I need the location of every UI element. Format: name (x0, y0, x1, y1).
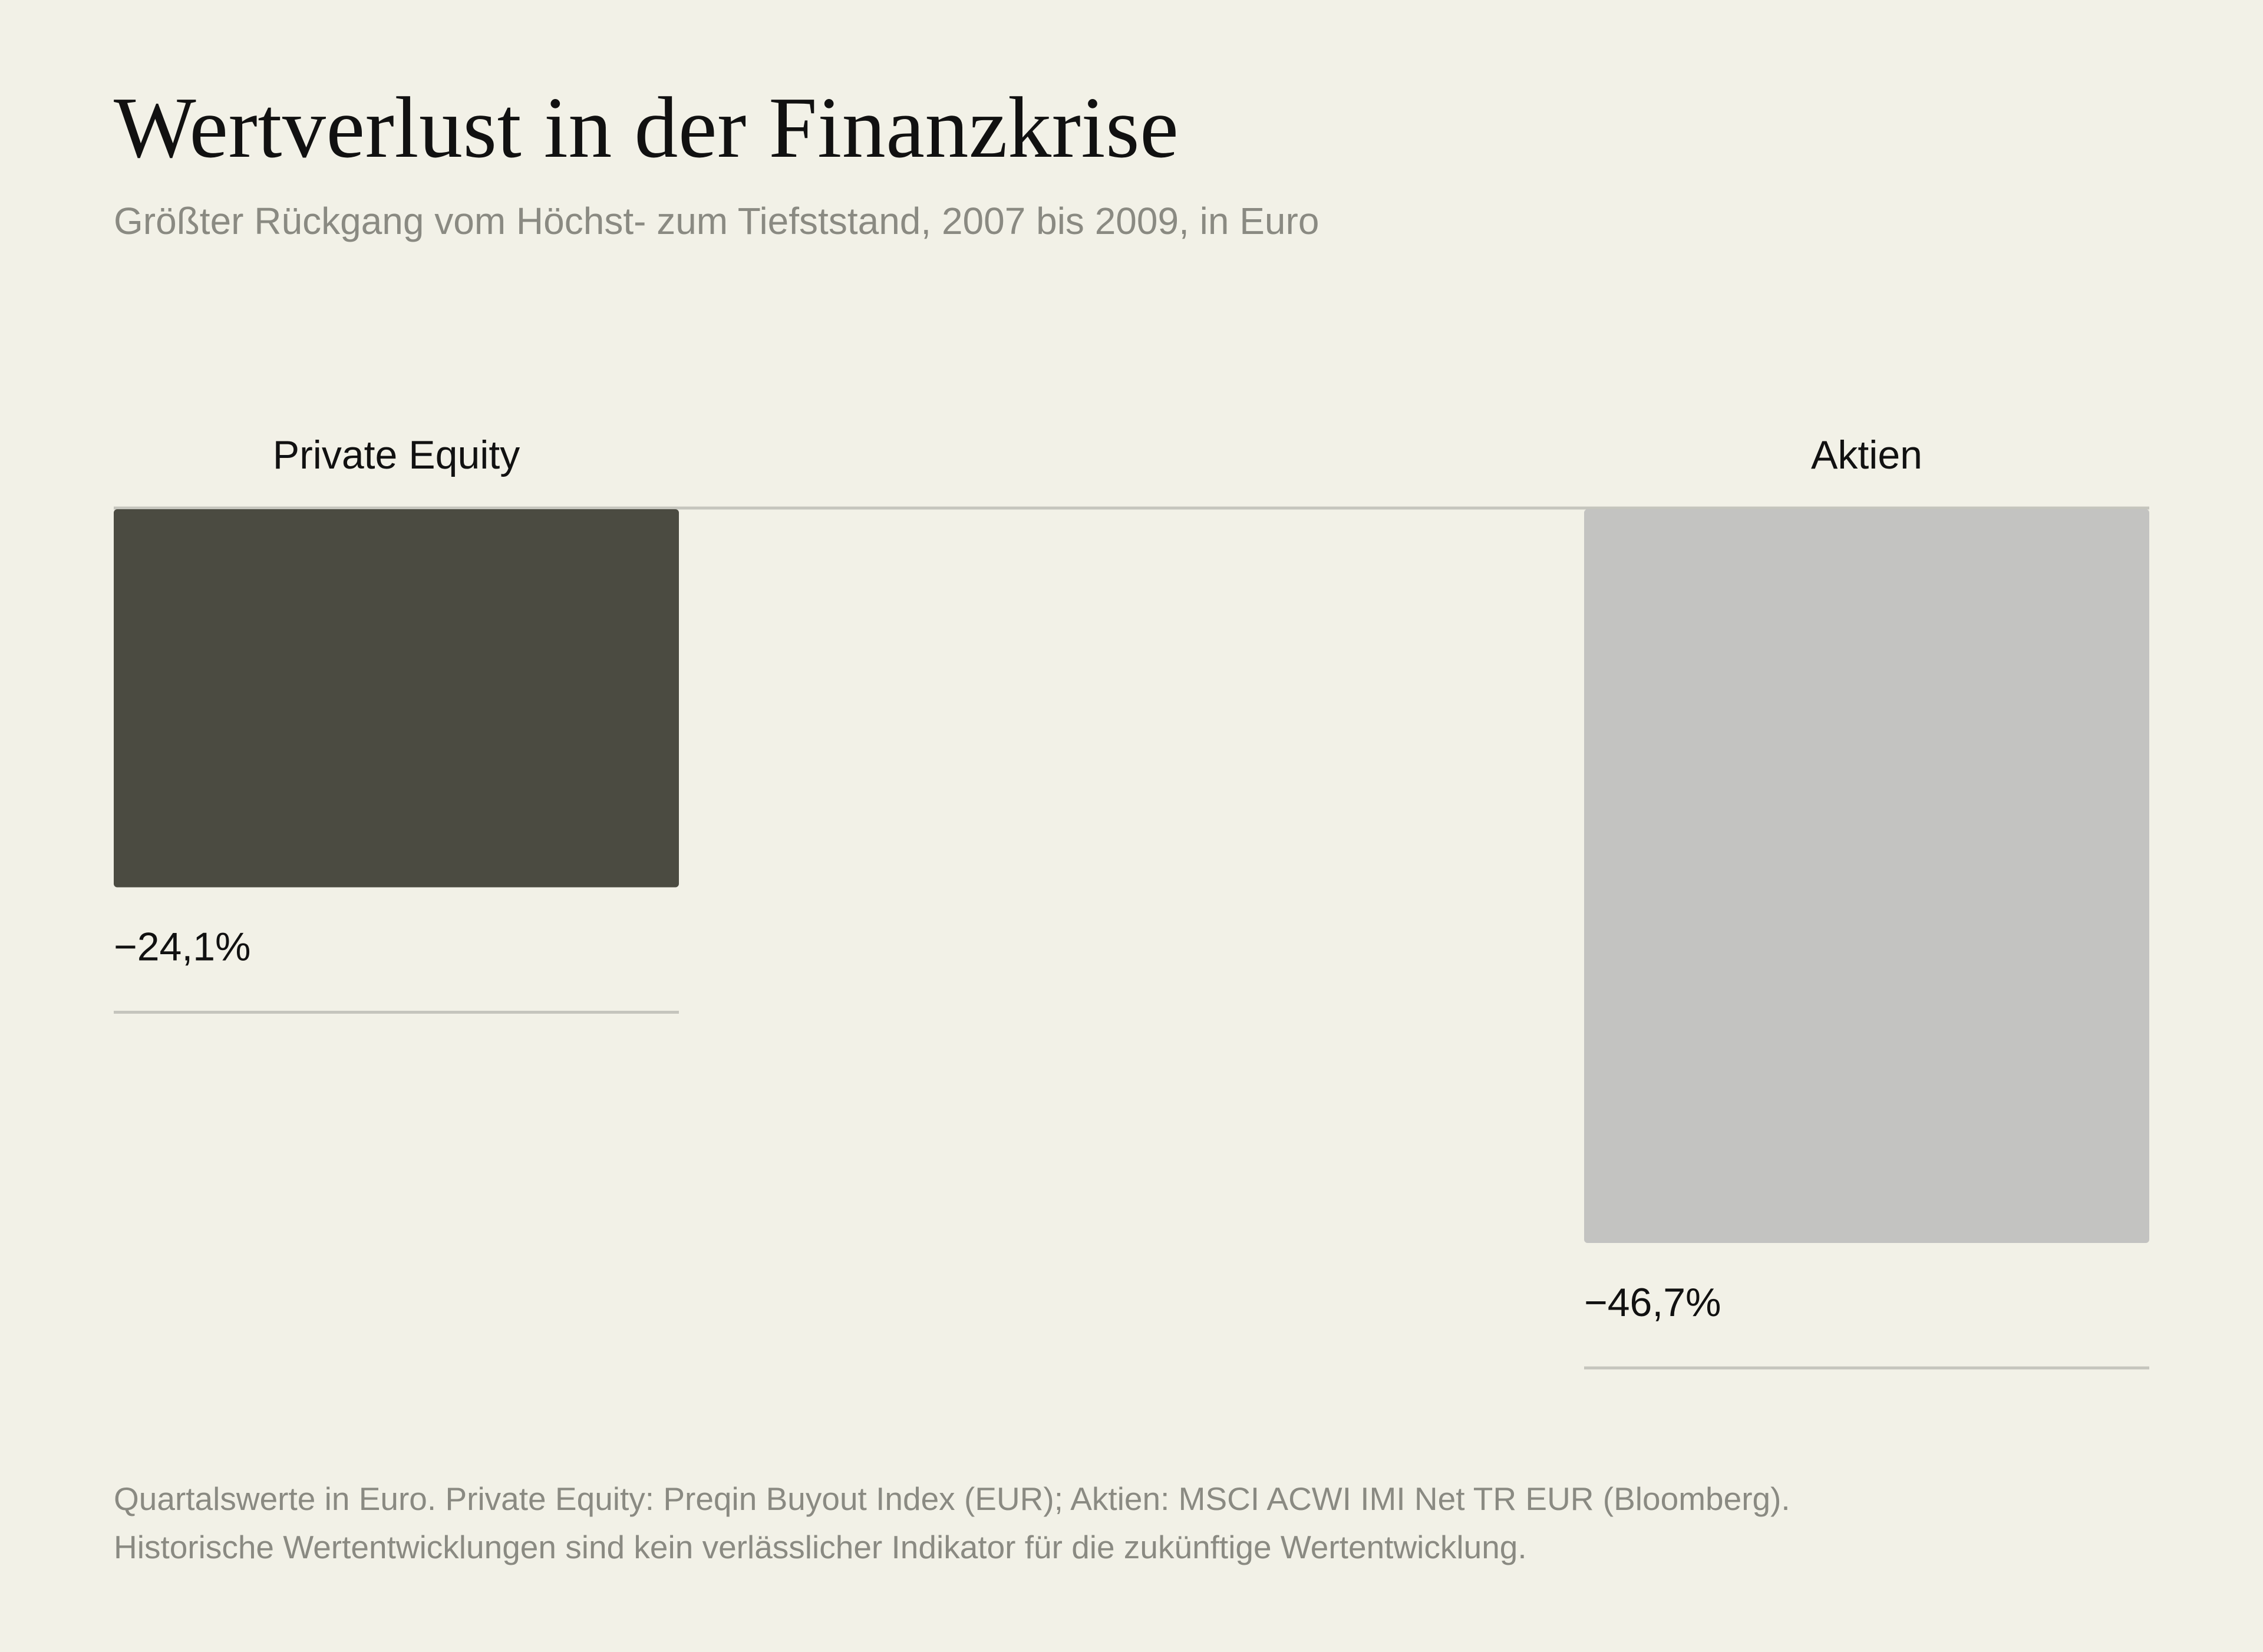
category-label-private-equity: Private Equity (273, 433, 520, 477)
category-label-aktien: Aktien (1811, 433, 1922, 477)
value-label-private-equity: −24,1% (114, 925, 251, 970)
footnote: Quartalswerte in Euro. Private Equity: P… (114, 1475, 1790, 1571)
chart-title: Wertverlust in der Finanzkrise (114, 80, 1179, 176)
bar-chart: Private Equity −24,1% Aktien −46,7% (114, 433, 2149, 1370)
bar-private-equity (114, 509, 679, 888)
chart-subtitle: Größter Rückgang vom Höchst- zum Tiefsts… (114, 200, 1319, 242)
footnote-disclaimer: Historische Wertentwicklungen sind kein … (114, 1529, 1527, 1565)
bar-aktien (1584, 509, 2149, 1243)
footnote-source: Quartalswerte in Euro. Private Equity: P… (114, 1480, 1790, 1517)
value-label-aktien: −46,7% (1584, 1280, 1721, 1325)
